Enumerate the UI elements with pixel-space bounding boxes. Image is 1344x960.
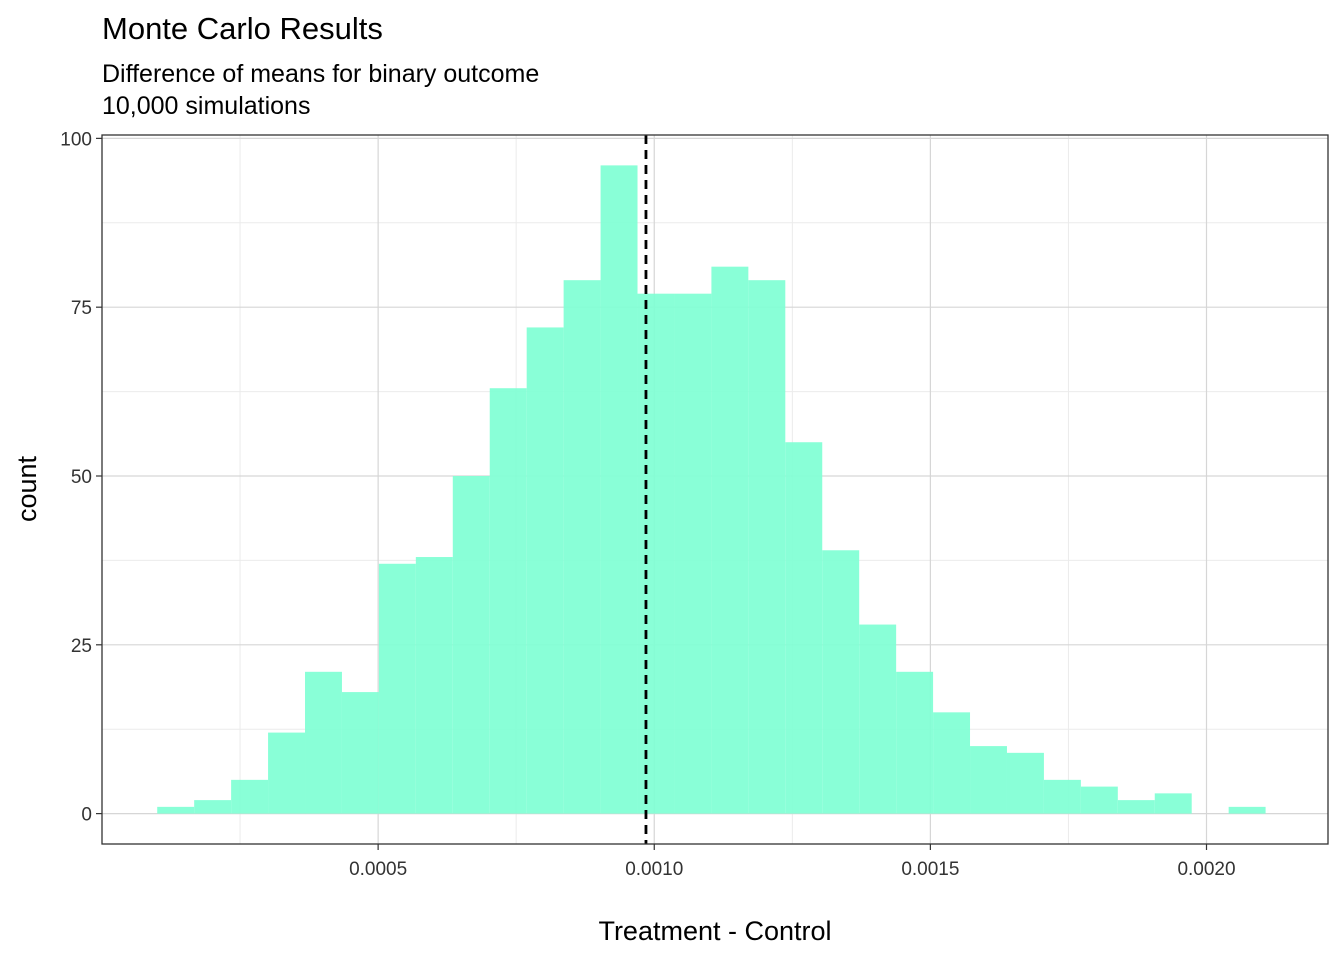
histogram-bar (637, 293, 675, 814)
histogram-bar (194, 800, 232, 814)
histogram-bar (711, 266, 749, 814)
y-tick-label: 75 (71, 298, 92, 319)
y-tick-label: 100 (60, 129, 92, 150)
histogram-bar (1228, 806, 1266, 814)
chart-title: Monte Carlo Results (102, 11, 383, 46)
x-tick-label: 0.0005 (349, 859, 407, 880)
histogram-bar (452, 475, 490, 814)
histogram-bar (748, 280, 786, 814)
histogram-bar (305, 671, 342, 814)
x-axis-ticks: 0.0005 0.0010 0.0015 0.0020 (349, 844, 1236, 880)
x-tick-label: 0.0015 (901, 859, 959, 880)
histogram-bars (157, 165, 1266, 814)
x-axis-title: Treatment - Control (598, 916, 831, 946)
histogram-bar (600, 165, 638, 814)
histogram-bar (268, 732, 306, 814)
histogram-bar (415, 557, 453, 814)
histogram-bar (822, 550, 860, 814)
histogram-bar (341, 692, 379, 814)
histogram-bar (1080, 786, 1118, 814)
plot-border (101, 134, 1329, 845)
y-axis-title: count (12, 455, 42, 522)
histogram-bar (970, 746, 1007, 814)
histogram-bar (489, 388, 527, 814)
chart-subtitle-line-1: Difference of means for binary outcome (102, 60, 539, 88)
y-axis-ticks: 0 25 50 75 100 (60, 129, 102, 826)
x-tick-label: 0.0010 (625, 859, 683, 880)
chart-subtitle-line-2: 10,000 simulations (102, 92, 310, 120)
histogram-bar (157, 806, 195, 814)
histogram-bar (231, 779, 269, 814)
y-tick-label: 50 (71, 467, 92, 488)
y-tick-label: 0 (81, 805, 92, 826)
histogram-bar (563, 280, 601, 814)
histogram-bar (785, 442, 823, 814)
histogram-bar (1154, 793, 1192, 814)
histogram-bar (933, 712, 971, 814)
histogram-bar (526, 327, 564, 814)
histogram-bar (1117, 800, 1155, 814)
histogram-bar (1006, 752, 1044, 814)
histogram-bar (859, 624, 897, 814)
x-tick-label: 0.0020 (1177, 859, 1235, 880)
y-tick-label: 25 (71, 636, 92, 657)
histogram-bar (896, 671, 934, 814)
histogram-bar (378, 563, 416, 814)
histogram-bar (1043, 779, 1081, 814)
histogram-bar (674, 293, 712, 814)
